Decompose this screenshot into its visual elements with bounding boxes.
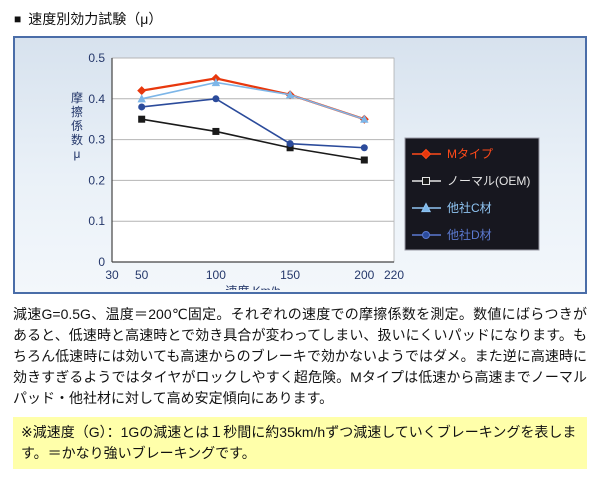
svg-text:220: 220 xyxy=(384,268,404,282)
square-bullet-icon: ■ xyxy=(14,12,22,26)
svg-text:0.3: 0.3 xyxy=(88,133,105,147)
svg-text:0.5: 0.5 xyxy=(88,51,105,65)
svg-text:0.4: 0.4 xyxy=(88,92,105,106)
svg-text:他社D材: 他社D材 xyxy=(447,227,492,242)
svg-text:速度 Km/h: 速度 Km/h xyxy=(225,283,280,290)
svg-text:200: 200 xyxy=(354,268,374,282)
line-chart-canvas: 0 0.1 0.2 0.3 0.4 0.5 30 50 100 150 200 220 速度 Km/h 摩… xyxy=(71,51,540,290)
page-title: ■ 速度別効力試験（μ） xyxy=(0,0,600,34)
svg-text:Mタイプ: Mタイプ xyxy=(447,147,493,161)
friction-coefficient-chart: 0 0.1 0.2 0.3 0.4 0.5 30 50 100 150 200 220 速度 Km/h 摩… xyxy=(13,36,587,294)
svg-text:0.2: 0.2 xyxy=(88,173,105,187)
svg-text:150: 150 xyxy=(280,268,300,282)
svg-text:100: 100 xyxy=(206,268,226,282)
note-text: ※減速度（G）：1Gの減速とは１秒間に約35km/hずつ減速していくブレーキング… xyxy=(21,424,577,461)
svg-text:30: 30 xyxy=(105,268,119,282)
svg-text:0.1: 0.1 xyxy=(88,214,105,228)
page-title-text: 速度別効力試験（μ） xyxy=(28,11,163,27)
svg-text:50: 50 xyxy=(135,268,149,282)
note-box: ※減速度（G）：1Gの減速とは１秒間に約35km/hずつ減速していくブレーキング… xyxy=(13,417,587,469)
svg-text:他社C材: 他社C材 xyxy=(447,200,492,215)
svg-text:ノーマル(OEM): ノーマル(OEM) xyxy=(447,174,530,188)
description-text: 減速G=0.5G、温度＝200℃固定。それぞれの速度での摩擦係数を測定。数値にば… xyxy=(13,306,587,406)
svg-text:0: 0 xyxy=(98,255,105,269)
